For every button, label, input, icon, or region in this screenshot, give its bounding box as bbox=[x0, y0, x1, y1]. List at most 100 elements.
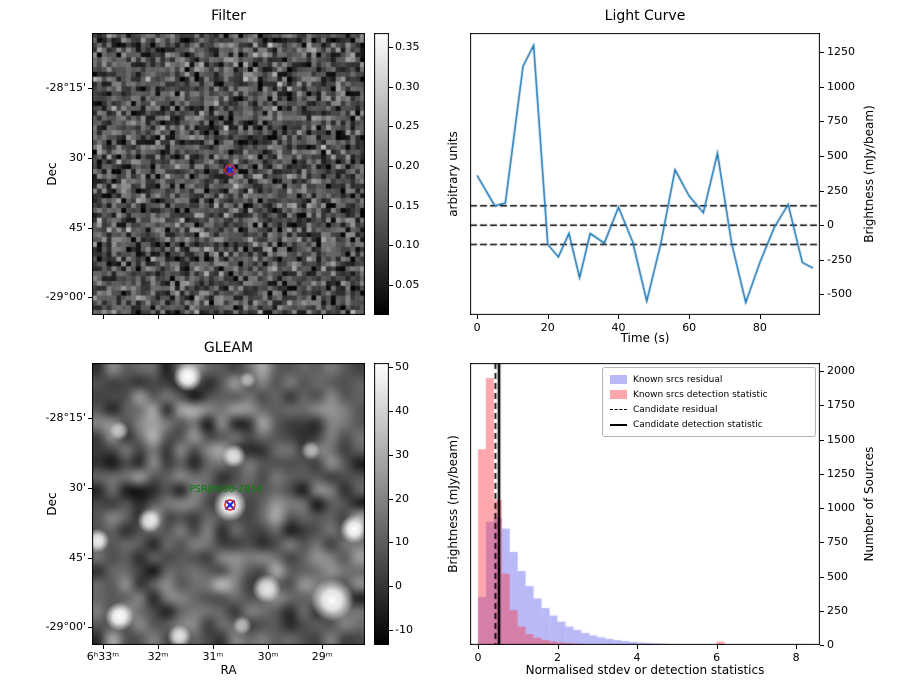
gleam-xtick bbox=[102, 645, 104, 649]
light-curve-ytick bbox=[820, 86, 824, 88]
legend-entry-known-residual: Known srcs residual bbox=[610, 372, 808, 387]
filter-colorbar-tick bbox=[389, 205, 393, 207]
legend-patch-icon bbox=[610, 375, 627, 384]
light-curve-xtick bbox=[689, 315, 691, 319]
pulsar-annotation: PSRJ0630-2834 bbox=[189, 484, 263, 496]
gleam-colorbar-tick-label: 10 bbox=[395, 535, 409, 549]
filter-colorbar-tick-label: 0.35 bbox=[395, 40, 420, 54]
histogram-ytick bbox=[820, 439, 824, 441]
gleam-ytick bbox=[88, 417, 92, 419]
gleam-xlabel: RA bbox=[220, 663, 237, 677]
histogram-ytick bbox=[820, 473, 824, 475]
light-curve-ytick bbox=[820, 190, 824, 192]
light-curve-ytick bbox=[820, 294, 824, 296]
legend-entry-candidate-detection-statistic: Candidate detection statistic bbox=[610, 417, 808, 432]
gleam-panel-title: GLEAM bbox=[203, 340, 254, 356]
light-curve-ytick bbox=[820, 259, 824, 261]
light-curve-xtick-label: 60 bbox=[682, 321, 697, 334]
filter-ytick bbox=[88, 296, 92, 298]
gleam-xtick-label: 32ᵐ bbox=[147, 650, 169, 663]
histogram-xtick bbox=[477, 645, 479, 649]
gleam-ytick-label: 45' bbox=[68, 550, 86, 564]
histogram-ytick-label: 750 bbox=[827, 535, 848, 549]
filter-ylabel: Dec bbox=[45, 162, 59, 186]
histogram-ytick bbox=[820, 542, 824, 544]
histogram-ytick bbox=[820, 508, 824, 510]
gleam-ytick bbox=[88, 487, 92, 489]
legend-patch-icon bbox=[610, 390, 627, 399]
filter-ytick-label: 45' bbox=[68, 220, 86, 234]
gleam-colorbar-tick-label: 0 bbox=[395, 578, 402, 592]
gleam-ytick-label: -29°00' bbox=[45, 619, 87, 633]
gleam-colorbar-label: Brightness (mJy/beam) bbox=[446, 435, 460, 573]
filter-colorbar-label: arbitrary units bbox=[446, 131, 460, 217]
gleam-candidate-marker-icon bbox=[224, 499, 236, 511]
light-curve-plot bbox=[470, 33, 820, 315]
gleam-xtick-label: 6ʰ33ᵐ bbox=[86, 650, 120, 663]
histogram-ytick bbox=[820, 371, 824, 373]
gleam-ytick bbox=[88, 557, 92, 559]
legend-entry-candidate-residual: Candidate residual bbox=[610, 402, 808, 417]
light-curve-ytick-label: 1250 bbox=[827, 45, 855, 59]
light-curve-ytick-label: 1000 bbox=[827, 79, 855, 93]
legend-label: Known srcs residual bbox=[633, 374, 723, 385]
filter-colorbar-tick-label: 0.10 bbox=[395, 238, 420, 252]
light-curve-ytick bbox=[820, 225, 824, 227]
filter-xtick bbox=[268, 315, 270, 319]
gleam-ytick-label: -28°15' bbox=[45, 410, 87, 424]
filter-colorbar-tick bbox=[389, 284, 393, 286]
histogram-ytick bbox=[820, 610, 824, 612]
filter-colorbar-tick bbox=[389, 47, 393, 49]
filter-ytick bbox=[88, 87, 92, 89]
filter-panel-title: Filter bbox=[211, 8, 246, 24]
filter-ytick-label: 30' bbox=[68, 150, 86, 164]
histogram-ytick-label: 2000 bbox=[827, 364, 855, 378]
gleam-colorbar-tick-label: 20 bbox=[395, 491, 409, 505]
histogram-ytick bbox=[820, 645, 824, 646]
histogram-ytick-label: 0 bbox=[827, 638, 834, 651]
filter-candidate-marker-icon bbox=[224, 164, 236, 177]
histogram-xtick bbox=[796, 645, 798, 649]
filter-colorbar-tick bbox=[389, 166, 393, 168]
histogram-ytick-label: 1500 bbox=[827, 432, 855, 446]
legend-line-icon bbox=[610, 409, 627, 410]
histogram-ytick bbox=[820, 576, 824, 578]
light-curve-panel-title: Light Curve bbox=[604, 8, 686, 24]
light-curve-xlabel: Time (s) bbox=[620, 331, 670, 345]
light-curve-xtick-label: 20 bbox=[540, 321, 555, 334]
gleam-colorbar-tick bbox=[389, 629, 393, 631]
histogram-xtick bbox=[557, 645, 559, 649]
gleam-colorbar-tick-label: 30 bbox=[395, 447, 409, 461]
filter-colorbar-tick-label: 0.05 bbox=[395, 277, 420, 291]
gleam-colorbar-tick bbox=[389, 498, 393, 500]
light-curve-xtick-label: 0 bbox=[473, 321, 481, 334]
legend-line-icon bbox=[610, 423, 627, 426]
light-curve-ytick-label: 500 bbox=[827, 149, 848, 163]
histogram-xtick bbox=[716, 645, 718, 649]
light-curve-xtick bbox=[759, 315, 761, 319]
filter-ytick-label: -28°15' bbox=[45, 80, 87, 94]
gleam-colorbar-tick-label: 40 bbox=[395, 404, 409, 418]
light-curve-xtick-label: 80 bbox=[752, 321, 767, 334]
histogram-xtick-label: 8 bbox=[792, 651, 800, 664]
legend-label: Candidate detection statistic bbox=[633, 419, 763, 430]
legend-label: Known srcs detection statistic bbox=[633, 389, 768, 400]
histogram-ylabel: Number of Sources bbox=[862, 446, 876, 562]
light-curve-ytick-label: 750 bbox=[827, 114, 848, 128]
legend-entry-known-detection-statistic: Known srcs detection statistic bbox=[610, 387, 808, 402]
histogram-xtick bbox=[637, 645, 639, 649]
gleam-colorbar-tick-label: 50 bbox=[395, 360, 409, 374]
gleam-colorbar-tick bbox=[389, 542, 393, 544]
light-curve-xtick bbox=[477, 315, 479, 319]
light-curve-ytick-label: -500 bbox=[827, 287, 852, 301]
filter-ytick bbox=[88, 157, 92, 159]
filter-xtick bbox=[212, 315, 214, 319]
histogram-ytick-label: 1250 bbox=[827, 466, 855, 480]
histogram-xtick-label: 6 bbox=[713, 651, 721, 664]
filter-colorbar-tick bbox=[389, 86, 393, 88]
gleam-xtick bbox=[212, 645, 214, 649]
gleam-ytick bbox=[88, 626, 92, 628]
gleam-colorbar-tick bbox=[389, 585, 393, 587]
filter-colorbar-tick-label: 0.25 bbox=[395, 119, 420, 133]
